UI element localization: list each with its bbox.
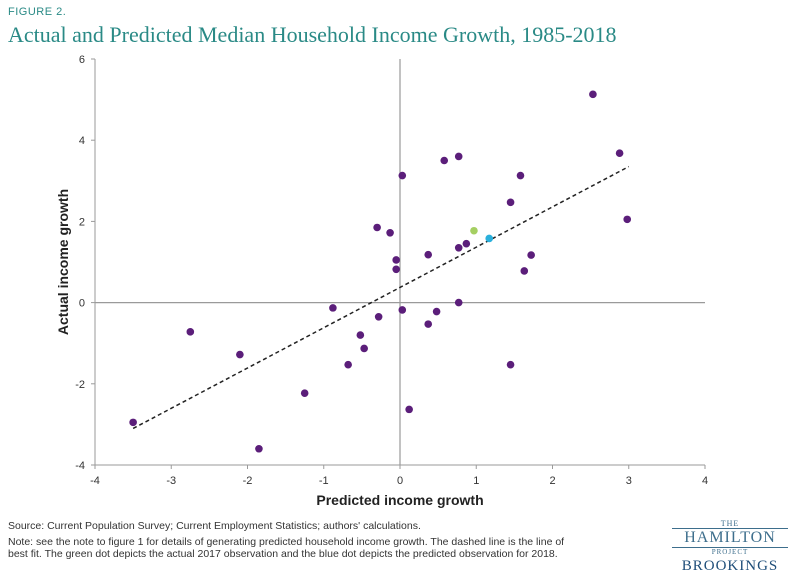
chart-title: Actual and Predicted Median Household In… [8, 22, 617, 47]
y-tick-label: 4 [79, 135, 85, 147]
data-point [329, 304, 337, 312]
data-point [255, 444, 263, 453]
data-point [432, 307, 441, 316]
chart-note: Note: see the note to figure 1 for detai… [8, 536, 565, 560]
data-point-2018-predicted [485, 234, 494, 243]
data-point [516, 171, 525, 180]
data-point [236, 350, 244, 359]
data-point [405, 405, 413, 414]
x-tick-label: 4 [702, 475, 708, 487]
logo-project: PROJECT [711, 548, 749, 556]
points-layer [129, 90, 632, 453]
x-tick-label: 1 [473, 475, 479, 487]
y-tick-label: 0 [79, 298, 85, 310]
data-point [424, 250, 433, 259]
logo-the: THE [720, 519, 740, 528]
data-point [440, 156, 449, 165]
x-tick-label: 0 [397, 475, 403, 487]
data-point [186, 328, 195, 336]
x-tick-label: -3 [166, 475, 176, 487]
axes-layer: -4 -3 -2 -1 0 1 2 3 4 -4 -2 0 2 4 6 [75, 54, 708, 487]
data-point [520, 267, 529, 275]
data-point [454, 152, 463, 161]
logo-hamilton: HAMILTON [672, 528, 788, 548]
hamilton-brookings-logo: THE HAMILTON PROJECT BROOKINGS [666, 520, 794, 575]
data-point [454, 243, 463, 252]
data-point [392, 256, 400, 264]
data-point [386, 228, 394, 237]
scatter-chart: -4 -3 -2 -1 0 1 2 3 4 -4 -2 0 2 4 6 Predicted income g… [55, 54, 708, 508]
y-tick-label: 2 [79, 216, 85, 228]
data-point [615, 149, 624, 157]
data-point [506, 360, 515, 369]
y-tick-label: -2 [75, 379, 85, 391]
data-point [398, 306, 407, 314]
data-point [424, 320, 433, 328]
data-point [398, 171, 407, 180]
data-point [462, 239, 471, 248]
data-point [589, 90, 597, 99]
data-point [374, 313, 383, 321]
data-point-2017-actual [470, 226, 478, 235]
fit-line-layer [132, 165, 630, 430]
y-tick-label: 6 [79, 54, 85, 66]
y-tick-label: -4 [75, 460, 85, 472]
data-point [129, 418, 137, 427]
data-point [623, 215, 632, 224]
line-of-best-fit [132, 165, 630, 430]
data-point [527, 251, 535, 259]
data-point [356, 331, 365, 339]
logo-brookings: BROOKINGS [681, 558, 779, 574]
data-point [392, 265, 400, 274]
y-axis-label: Actual income growth [55, 189, 71, 335]
data-point [344, 360, 352, 369]
data-point [360, 344, 368, 353]
source-note: Source: Current Population Survey; Curre… [8, 520, 421, 532]
x-tick-label: -2 [243, 475, 253, 487]
x-tick-label: 2 [549, 475, 555, 487]
x-tick-label: -1 [319, 475, 329, 487]
data-point [454, 298, 463, 307]
figure-label: FIGURE 2. [8, 6, 67, 18]
data-point [506, 198, 515, 207]
data-point [373, 223, 381, 232]
x-tick-label: 3 [626, 475, 632, 487]
data-point [300, 389, 309, 397]
x-tick-label: -4 [90, 475, 100, 487]
x-axis-label: Predicted income growth [316, 492, 483, 508]
